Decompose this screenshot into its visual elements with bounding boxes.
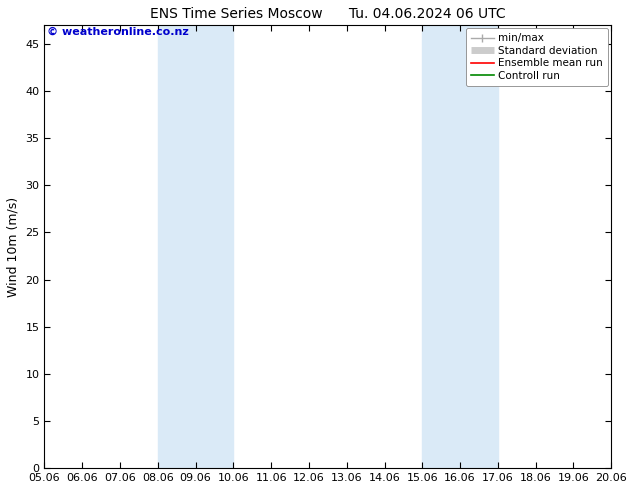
Y-axis label: Wind 10m (m/s): Wind 10m (m/s) — [7, 196, 20, 296]
Bar — [158, 25, 233, 468]
Bar — [422, 25, 498, 468]
Legend: min/max, Standard deviation, Ensemble mean run, Controll run: min/max, Standard deviation, Ensemble me… — [466, 28, 608, 86]
Title: ENS Time Series Moscow      Tu. 04.06.2024 06 UTC: ENS Time Series Moscow Tu. 04.06.2024 06… — [150, 7, 506, 21]
Text: © weatheronline.co.nz: © weatheronline.co.nz — [48, 27, 189, 37]
